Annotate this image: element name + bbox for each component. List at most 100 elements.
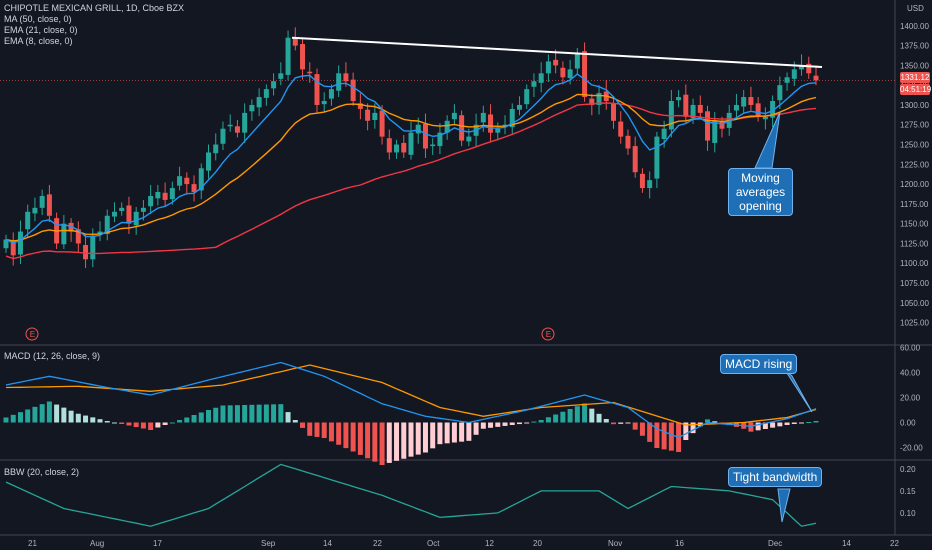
macd-histogram-bar <box>133 422 139 427</box>
macd-histogram-bar <box>54 404 60 423</box>
macd-histogram-bar <box>249 404 255 423</box>
candle-body <box>300 44 306 70</box>
candle-body <box>806 63 812 74</box>
candle-body <box>111 211 117 217</box>
earnings-marker <box>541 327 555 341</box>
macd-histogram-bar <box>234 405 240 423</box>
candle-body <box>75 229 81 244</box>
legend-ma50: MA (50, close, 0) <box>4 14 72 24</box>
macd-histogram-bar <box>169 422 175 424</box>
candle-body <box>632 146 638 173</box>
candle-body <box>285 37 291 75</box>
currency-label: USD <box>907 4 924 13</box>
candle-body <box>770 101 776 118</box>
candle-body <box>83 245 89 260</box>
macd-histogram-bar <box>386 422 392 463</box>
callout-tight-bandwidth: Tight bandwidth <box>728 467 823 487</box>
macd-histogram-bar <box>480 422 486 429</box>
macd-histogram-bar <box>32 406 38 423</box>
price-tick-label: 1225.00 <box>900 160 929 169</box>
macd-histogram-bar <box>451 422 457 443</box>
candle-body <box>596 93 602 105</box>
macd-histogram-bar <box>191 415 197 423</box>
macd-histogram-bar <box>770 422 776 428</box>
price-tick-label: 1250.00 <box>900 141 929 150</box>
candle-body <box>227 124 233 127</box>
macd-histogram-bar <box>328 422 334 442</box>
candle-body <box>25 211 31 230</box>
price-tick-label: 1300.00 <box>900 101 929 110</box>
candle-body <box>198 168 204 191</box>
macd-histogram-bar <box>611 422 616 425</box>
time-axis-label: 21 <box>28 539 37 548</box>
macd-histogram-bar <box>119 422 125 424</box>
macd-histogram-bar <box>777 422 783 427</box>
candle-body <box>755 103 761 117</box>
price-tick-label: 1400.00 <box>900 22 929 31</box>
macd-histogram-bar <box>300 422 306 428</box>
macd-histogram-bar <box>538 420 544 423</box>
candle-body <box>654 136 660 179</box>
macd-histogram-bar <box>690 422 696 434</box>
macd-histogram-bar <box>647 422 653 442</box>
candle-body <box>741 97 747 107</box>
candle-body <box>39 195 45 208</box>
time-axis-label: 14 <box>323 539 332 548</box>
candle-body <box>184 177 190 185</box>
macd-histogram-bar <box>75 413 81 423</box>
candle-body <box>314 74 320 105</box>
macd-histogram-bar <box>596 413 602 423</box>
time-axis-label: 16 <box>675 539 684 548</box>
macd-histogram-bar <box>242 405 248 423</box>
candle-body <box>394 144 400 153</box>
candle-body <box>444 120 450 133</box>
macd-histogram-bar <box>791 422 797 424</box>
macd-histogram-bar <box>206 410 211 423</box>
candle-body <box>567 69 573 79</box>
macd-histogram-bar <box>748 422 754 432</box>
candle-body <box>271 81 277 89</box>
macd-legend: MACD (12, 26, close, 9) <box>4 351 101 361</box>
candle-body <box>712 120 718 143</box>
time-axis-label: 20 <box>533 539 542 548</box>
time-axis-label: Dec <box>768 539 782 548</box>
candle-body <box>553 59 559 66</box>
macd-histogram-bar <box>488 422 494 428</box>
macd-histogram-bar <box>553 414 559 423</box>
macd-histogram-bar <box>83 415 89 423</box>
price-tick-label: 1025.00 <box>900 319 929 328</box>
candle-body <box>220 128 226 144</box>
macd-histogram-bar <box>263 404 269 423</box>
macd-histogram-bar <box>683 422 689 440</box>
candle-body <box>242 112 248 133</box>
bbw-tick-label: 0.15 <box>900 487 916 496</box>
bbw-legend: BBW (20, close, 2) <box>4 467 80 477</box>
macd-histogram-bar <box>17 412 23 423</box>
macd-histogram-bar <box>90 417 96 423</box>
macd-histogram-bar <box>271 404 277 423</box>
macd-histogram-bar <box>545 417 551 423</box>
bbw-line <box>5 463 817 527</box>
macd-histogram-bar <box>668 422 674 451</box>
macd-histogram-bar <box>155 422 161 428</box>
candle-body <box>17 231 23 255</box>
candle-body <box>574 53 580 69</box>
candle-body <box>46 194 52 216</box>
candle-body <box>437 132 443 147</box>
macd-line <box>5 361 817 439</box>
candle-body <box>611 103 616 121</box>
macd-histogram-bar <box>379 422 385 465</box>
macd-histogram-bar <box>177 420 183 423</box>
candle-body <box>148 195 154 207</box>
candle-body <box>133 211 139 226</box>
candle-body <box>191 184 197 193</box>
price-tick-label: 1100.00 <box>900 259 929 268</box>
candle-body <box>292 37 298 46</box>
macd-histogram-bar <box>755 422 761 431</box>
candle-body <box>748 97 754 105</box>
time-axis-label: Oct <box>427 539 440 548</box>
macd-tick-label: 60.00 <box>900 344 921 353</box>
macd-signal-line <box>5 364 817 426</box>
macd-histogram-bar <box>430 422 436 449</box>
